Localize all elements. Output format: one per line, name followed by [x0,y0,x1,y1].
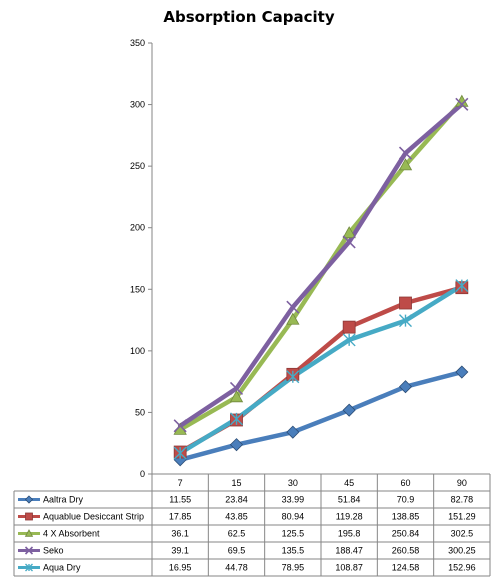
legend-key-marker [24,546,34,555]
table-value-cell: 51.84 [338,495,361,505]
table-value-cell: 302.5 [451,529,474,539]
data-point-marker [286,312,300,325]
data-point-marker [173,446,187,460]
data-table: 7 15 30 45 60 90 Aaltra Dry 11.55 23.84 33.99 51.8… [13,473,491,577]
table-value-cell: 151.29 [448,512,476,522]
legend-key-marker [24,529,34,537]
table-value-cell: 43.85 [225,512,248,522]
data-point-marker [398,158,413,171]
data-point-marker [455,365,469,379]
table-value-cell: 23.84 [225,495,248,505]
table-value-cell: 44.78 [225,563,248,573]
y-tick-label: 250 [130,161,145,171]
legend-series-name: Aquablue Desiccant Strip [43,512,144,522]
y-tick-label: 0 [140,469,145,479]
series-line-2 [177,99,465,432]
table-value-cell: 138.85 [392,512,420,522]
legend-series-name: Aqua Dry [43,563,81,573]
table-value-cell: 125.5 [282,529,305,539]
legend-key-marker [25,512,33,521]
table-value-cell: 300.25 [448,546,476,556]
table-value-cell: 17.85 [169,512,192,522]
table-value-cell: 195.8 [338,529,361,539]
data-point-marker [342,320,356,334]
table-value-cell: 82.78 [451,495,474,505]
table-value-cell: 152.96 [448,563,476,573]
table-value-cell: 16.95 [169,563,192,573]
data-point-marker [342,235,356,249]
chart-title: Absorption Capacity [163,8,335,26]
data-point-marker [230,412,243,426]
data-point-marker [229,390,244,403]
legend-key-marker [24,495,34,504]
table-value-cell: 250.84 [392,529,420,539]
y-tick-label: 200 [130,223,145,233]
x-category-label: 45 [344,478,354,488]
legend-series-name: 4 X Absorbent [43,529,100,539]
data-point-marker [342,403,356,417]
table-value-cell: 69.5 [228,546,246,556]
data-point-marker [229,381,244,395]
table-value-cell: 260.58 [392,546,420,556]
x-category-label: 60 [400,478,410,488]
data-point-marker [398,146,413,160]
series-markers [173,94,469,467]
y-tick-label: 100 [130,346,145,356]
table-value-cell: 62.5 [228,529,246,539]
data-point-marker [286,300,300,314]
series-line-4 [177,283,465,456]
x-category-label: 30 [288,478,298,488]
table-value-cell: 135.5 [282,546,305,556]
x-category-label: 90 [457,478,467,488]
table-value-cell: 188.47 [335,546,363,556]
data-point-marker [399,314,412,328]
data-point-marker [229,438,244,452]
legend-key-marker [25,563,33,572]
table-value-cell: 33.99 [282,495,305,505]
y-tick-label: 350 [130,38,145,48]
data-point-marker [342,333,356,347]
table-value-cell: 119.28 [336,512,363,522]
data-point-marker [342,226,356,239]
table-value-cell: 36.1 [171,529,189,539]
data-point-marker [286,425,300,439]
x-category-label: 7 [178,478,183,488]
data-point-marker [455,279,469,293]
data-point-marker [398,380,413,394]
x-category-label: 15 [231,478,241,488]
legend-series-name: Seko [43,546,64,556]
series-lines [177,99,465,463]
data-point-marker [173,419,187,433]
data-point-marker [399,296,412,310]
table-value-cell: 11.55 [169,495,191,505]
table-value-cell: 78.95 [282,563,305,573]
table-value-cell: 70.9 [397,495,415,505]
y-tick-label: 50 [135,407,145,417]
data-point-marker [286,370,300,384]
table-value-cell: 124.58 [392,563,420,573]
series-line-3 [177,102,465,429]
legend-series-name: Aaltra Dry [43,495,84,505]
series-line-0 [177,369,465,463]
data-point-marker [455,97,469,111]
axes: 0 50 100 150 200 250 300 350 [130,38,153,479]
y-tick-label: 150 [130,284,145,294]
table-value-cell: 39.1 [171,546,189,556]
table-value-cell: 108.87 [335,563,363,573]
y-tick-label: 300 [130,100,145,110]
table-value-cell: 80.94 [282,512,305,522]
